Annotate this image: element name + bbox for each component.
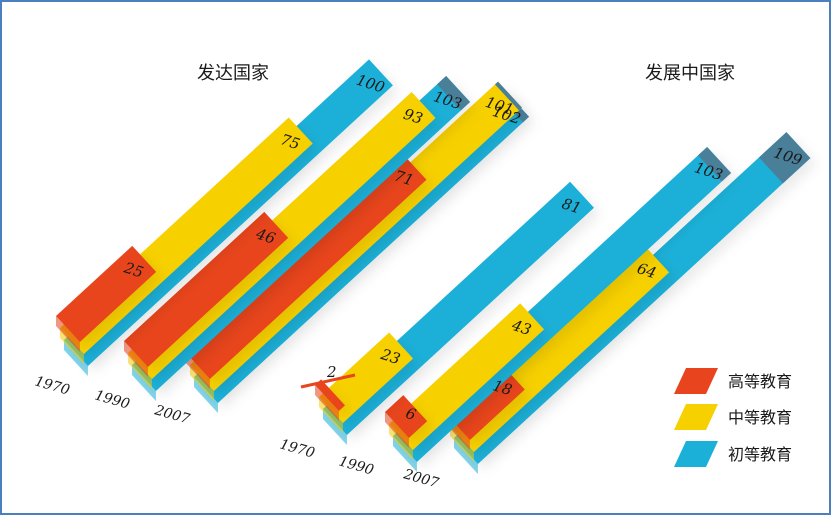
bar-g0-1990-s0-overflow xyxy=(437,75,471,111)
bar-g0-2007-s0-edge xyxy=(194,377,218,413)
bar-g0-1970-s2-edge xyxy=(56,316,80,352)
bar-g1-1970-s1-edge xyxy=(319,397,343,433)
year-label-g0-1990: 1990 xyxy=(93,387,132,412)
year-label-g0-2007: 2007 xyxy=(152,402,192,428)
bar-g0-2007-s1-overflow xyxy=(495,81,522,111)
legend-label-2: 初等教育 xyxy=(728,445,792,464)
bar-g0-2007-s1-edge xyxy=(190,365,214,401)
bar-g1-1970-s0-edge xyxy=(323,409,347,445)
bar-g0-1970-s0-edge xyxy=(64,340,88,376)
bar-g0-1970-s2-value-label: 25 xyxy=(121,258,146,281)
bar-g1-1970-s2-edge xyxy=(315,385,339,421)
bars-layer xyxy=(56,59,811,474)
bar-g1-1990-s1-edge xyxy=(389,424,413,460)
group-title-0: 发达国家 xyxy=(197,63,269,84)
bar-g1-1970-s1-value-label: 23 xyxy=(378,345,403,368)
labels-layer: 1021017110393461007525197019902007发达国家10… xyxy=(33,63,805,492)
legend-swatch-0 xyxy=(674,368,718,394)
bar-g1-1970-s1 xyxy=(319,332,414,423)
bar-g1-1990-s2-edge xyxy=(385,412,409,448)
bar-g0-1970-s2 xyxy=(56,245,157,342)
legend-swatch-1 xyxy=(674,404,718,430)
group-title-1: 发展中国家 xyxy=(645,63,735,84)
bar-g1-1970-s2 xyxy=(315,379,346,411)
bar-g1-2007-s1-edge xyxy=(450,426,474,462)
bar-g1-2007-s0-overflow xyxy=(759,132,811,184)
bar-g1-1990-s0-edge xyxy=(393,436,417,472)
bar-g0-1990-s0-edge xyxy=(132,365,156,401)
legend-swatch-2 xyxy=(674,441,718,467)
bar-g1-1970-s2-value-label: 2 xyxy=(326,363,337,381)
year-label-g0-1970: 1970 xyxy=(33,373,72,398)
bar-g0-1990-s1-value-label: 93 xyxy=(401,105,425,128)
bar-g0-1990-s2 xyxy=(124,211,289,367)
bar-g0-1990-s2-value-label: 46 xyxy=(253,224,278,247)
bar-g1-1990-s2 xyxy=(385,395,428,438)
year-label-g1-1970: 1970 xyxy=(278,436,317,461)
bar-g1-1990-s1 xyxy=(389,303,545,450)
bar-g1-1990-s0-overflow xyxy=(698,146,732,182)
bar-g0-1990-s1-edge xyxy=(128,353,152,389)
bar-g0-2007-s2 xyxy=(186,153,427,379)
bar-g0-2007-s2-value-label: 71 xyxy=(392,167,416,190)
bar-g1-2007-s1-value-label: 64 xyxy=(635,259,659,282)
bar-g1-2007-s0-edge xyxy=(454,438,478,474)
legend-label-0: 高等教育 xyxy=(728,372,792,391)
bar-g0-1990-s2-edge xyxy=(124,341,148,377)
bar-g1-1970-s2-tick xyxy=(300,373,356,389)
bar-g0-2007-s2-edge xyxy=(186,353,210,389)
bar-g0-1970-s1-edge xyxy=(60,328,84,364)
bar-g1-1990-s1-value-label: 43 xyxy=(509,316,534,339)
year-label-g1-1990: 1990 xyxy=(337,453,376,478)
legend-label-1: 中等教育 xyxy=(728,408,792,427)
bar-g1-2007-s2-value-label: 18 xyxy=(491,376,515,399)
bar-g0-1970-s1-value-label: 75 xyxy=(278,130,302,153)
bar-g1-2007-s2 xyxy=(446,363,525,440)
bar-g1-1970-s0-value-label: 81 xyxy=(560,194,584,217)
year-label-g1-2007: 2007 xyxy=(401,466,441,492)
